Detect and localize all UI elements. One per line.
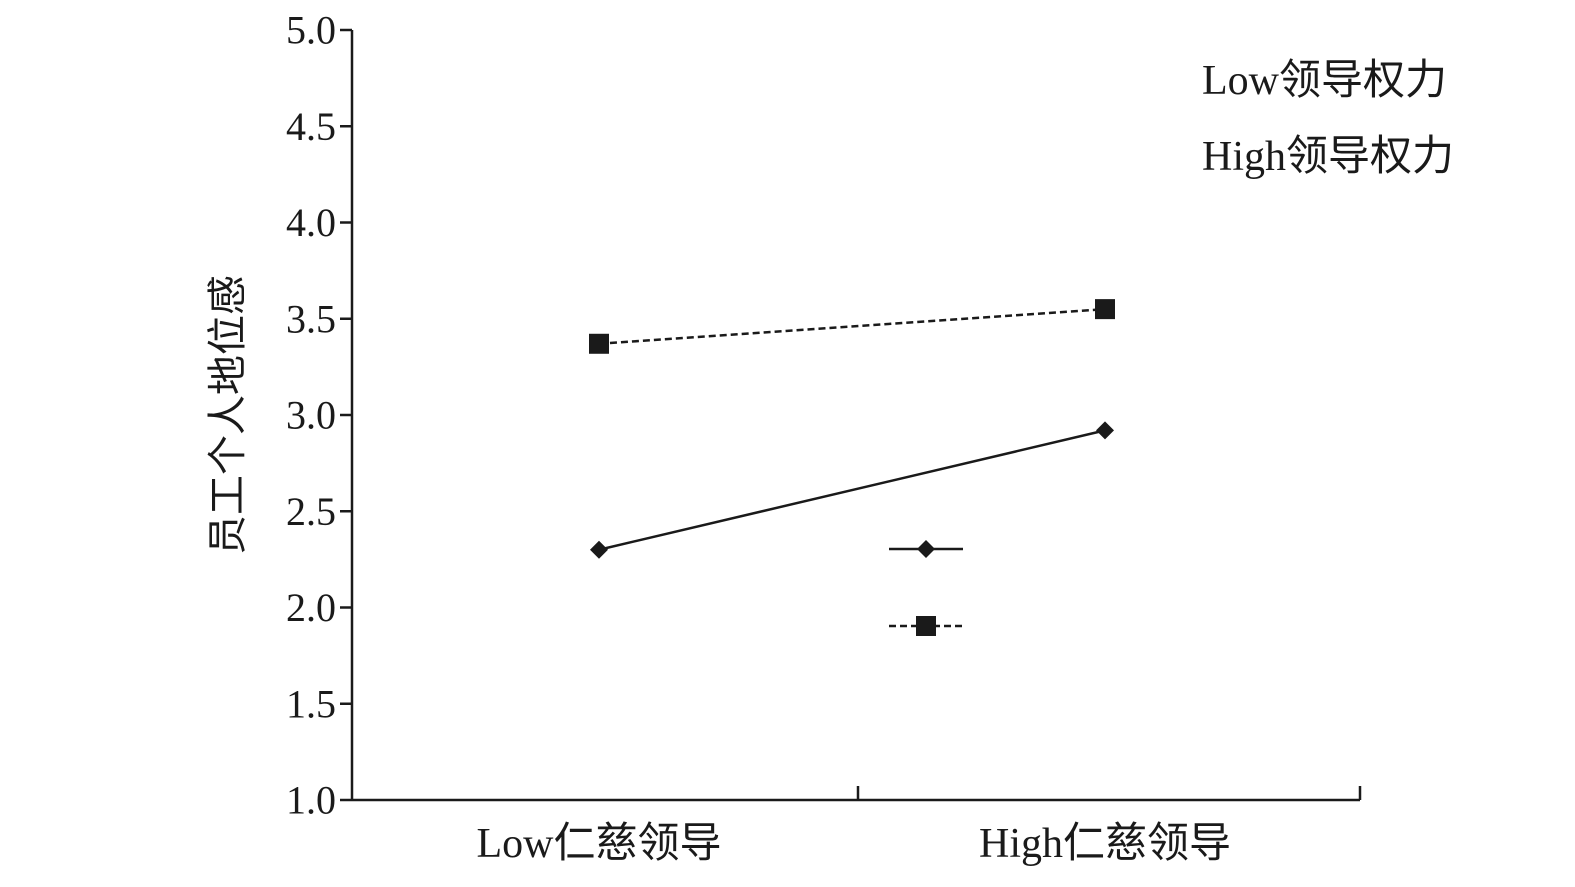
legend-swatch-marker xyxy=(917,540,935,558)
data-point xyxy=(589,333,609,354)
y-ticks: 1.0 1.5 2.0 2.5 3.0 3.5 4.0 4.5 5.0 xyxy=(286,8,352,823)
y-tick-label: 2.5 xyxy=(286,489,336,534)
x-category-label: High仁慈领导 xyxy=(979,821,1231,867)
y-tick-label: 5.0 xyxy=(286,8,336,53)
series-1 xyxy=(590,421,1114,559)
series-line xyxy=(598,429,1106,551)
series-2 xyxy=(589,299,1115,354)
series-layer xyxy=(589,299,1115,559)
data-point xyxy=(1096,421,1114,440)
y-tick-label: 4.0 xyxy=(286,200,336,245)
y-tick-label: 1.0 xyxy=(286,778,336,823)
y-tick-label: 3.0 xyxy=(286,393,336,438)
legend-item: High领导权力 xyxy=(889,134,1454,636)
y-axis-label: 员工个人地位感 xyxy=(205,275,250,555)
series-line xyxy=(598,307,1106,346)
y-tick-label: 2.0 xyxy=(286,585,336,630)
data-point xyxy=(1095,299,1115,320)
data-point xyxy=(590,540,608,559)
x-ticks: Low仁慈领导 High仁慈领导 xyxy=(477,786,1362,867)
legend-label: Low领导权力 xyxy=(1202,58,1447,104)
legend-swatch-marker xyxy=(916,616,936,636)
y-tick-label: 1.5 xyxy=(286,681,336,726)
legend: Low领导权力 High领导权力 xyxy=(889,58,1454,636)
y-tick-label: 4.5 xyxy=(286,104,336,149)
legend-item: Low领导权力 xyxy=(889,58,1447,558)
y-tick-label: 3.5 xyxy=(286,296,336,341)
x-category-label: Low仁慈领导 xyxy=(477,821,722,867)
legend-label: High领导权力 xyxy=(1202,134,1454,180)
